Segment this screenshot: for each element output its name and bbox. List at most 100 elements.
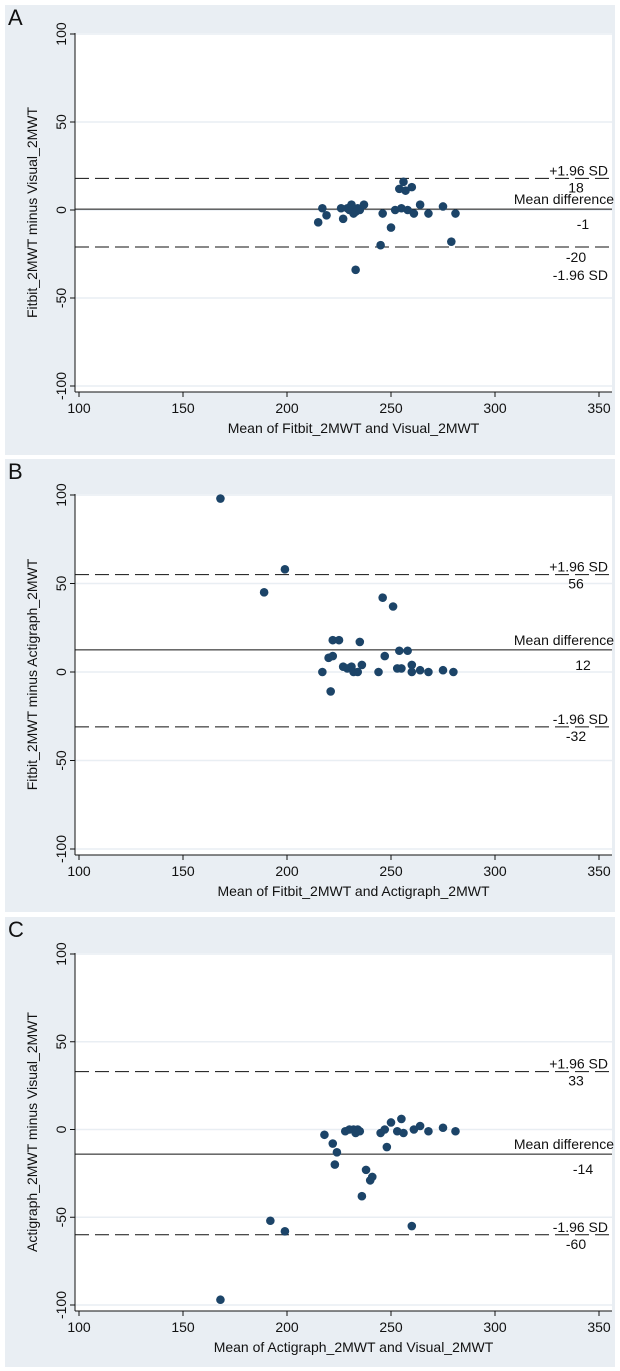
x-tick-label: 300 — [483, 400, 507, 416]
data-point — [403, 646, 412, 656]
data-point — [332, 1148, 342, 1157]
data-point — [376, 240, 385, 250]
data-point — [382, 1142, 392, 1152]
data-point — [409, 1125, 419, 1134]
data-point — [320, 1130, 329, 1140]
x-tick-label: 200 — [275, 1319, 299, 1335]
data-point — [415, 665, 425, 675]
panel-label: B — [8, 459, 23, 484]
y-tick-label: 0 — [53, 206, 69, 214]
data-point — [328, 651, 338, 661]
y-tick-label: 100 — [53, 483, 69, 507]
data-point — [318, 203, 327, 213]
x-tick-label: 150 — [171, 400, 195, 416]
reference-line-label: -1.96 SD — [553, 267, 608, 283]
x-tick-label: 100 — [67, 1319, 91, 1335]
y-axis-title: Fitbit_2MWT minus Visual_2MWT — [24, 107, 40, 319]
chart-panel-c: -100 -50 0 50 100 100 150 200 250 300 350 Mean of A… — [5, 917, 615, 1367]
data-point — [409, 209, 419, 218]
data-point — [259, 588, 269, 597]
y-tick-label: 50 — [53, 114, 69, 130]
data-point — [438, 1123, 448, 1133]
data-point — [378, 209, 387, 218]
reference-line-label: Mean difference — [514, 191, 614, 207]
reference-line-label: +1.96 SD — [549, 1056, 608, 1072]
data-point — [424, 1126, 433, 1136]
x-tick-label: 350 — [587, 400, 611, 416]
data-point — [403, 205, 412, 215]
x-tick-label: 150 — [171, 863, 195, 879]
data-point — [328, 1139, 338, 1148]
reference-line-value: 33 — [568, 1073, 584, 1089]
data-point — [378, 593, 387, 602]
data-point — [216, 1295, 225, 1305]
data-point — [386, 1118, 396, 1127]
x-tick-label: 150 — [171, 1319, 195, 1335]
data-point — [318, 667, 327, 677]
x-tick-label: 250 — [379, 863, 403, 879]
data-point — [401, 186, 410, 195]
data-point — [380, 1125, 390, 1134]
y-tick-label: 50 — [53, 576, 69, 592]
plot-area — [75, 494, 612, 855]
data-point — [424, 667, 433, 677]
x-tick-label: 100 — [67, 863, 91, 879]
reference-line-label: Mean difference — [514, 632, 614, 648]
x-tick-label: 300 — [483, 1319, 507, 1335]
data-point — [451, 1126, 460, 1136]
x-tick-label: 200 — [275, 400, 299, 416]
y-tick-label: 100 — [53, 22, 69, 46]
reference-line-label: +1.96 SD — [549, 162, 608, 178]
data-point — [397, 664, 406, 673]
data-point — [380, 651, 390, 661]
y-tick-label: -50 — [53, 288, 69, 308]
data-point — [447, 237, 456, 246]
reference-line-value: -32 — [566, 728, 586, 744]
reference-line-label: -1.96 SD — [553, 1219, 608, 1235]
data-point — [353, 667, 363, 677]
y-tick-label: 50 — [53, 1034, 69, 1050]
panel-label: A — [8, 5, 23, 30]
reference-line-value: 56 — [568, 576, 584, 592]
chart-panel-b: -100 -50 0 50 100 100 150 200 250 300 350 Mean of F… — [5, 459, 615, 912]
data-point — [357, 660, 367, 670]
data-point — [367, 1172, 377, 1182]
data-point — [313, 218, 323, 227]
data-point — [374, 667, 383, 677]
data-point — [216, 494, 225, 503]
data-point — [347, 200, 356, 210]
data-point — [407, 1221, 417, 1231]
data-point — [280, 1226, 290, 1236]
data-point — [336, 203, 346, 213]
data-point — [357, 1191, 367, 1201]
y-tick-label: -100 — [53, 835, 69, 863]
data-point — [388, 602, 398, 611]
reference-line-label: -1.96 SD — [553, 711, 608, 727]
data-point — [407, 667, 417, 677]
data-point — [438, 202, 448, 211]
reference-line-value: -20 — [566, 249, 586, 265]
data-point — [407, 182, 417, 192]
data-point — [397, 1114, 406, 1124]
data-point — [407, 660, 417, 670]
data-point — [424, 209, 433, 218]
reference-line-value: -14 — [573, 1161, 593, 1177]
reference-line-label: +1.96 SD — [549, 559, 608, 575]
y-tick-label: 0 — [53, 668, 69, 676]
y-tick-label: 0 — [53, 1125, 69, 1133]
x-tick-label: 350 — [587, 1319, 611, 1335]
x-axis-title: Mean of Fitbit_2MWT and Actigraph_2MWT — [217, 883, 490, 899]
data-point — [328, 635, 338, 645]
y-axis-title: Fitbit_2MWT minus Actigraph_2MWT — [24, 558, 40, 790]
panel-label: C — [8, 917, 24, 942]
x-tick-label: 100 — [67, 400, 91, 416]
data-point — [399, 177, 408, 187]
data-point — [338, 214, 348, 224]
x-axis-title: Mean of Fitbit_2MWT and Visual_2MWT — [228, 420, 480, 436]
reference-line-value: 12 — [575, 657, 591, 673]
plot-area — [75, 33, 612, 392]
y-tick-label: -100 — [53, 1291, 69, 1319]
data-point — [415, 200, 425, 210]
data-point — [395, 646, 404, 656]
